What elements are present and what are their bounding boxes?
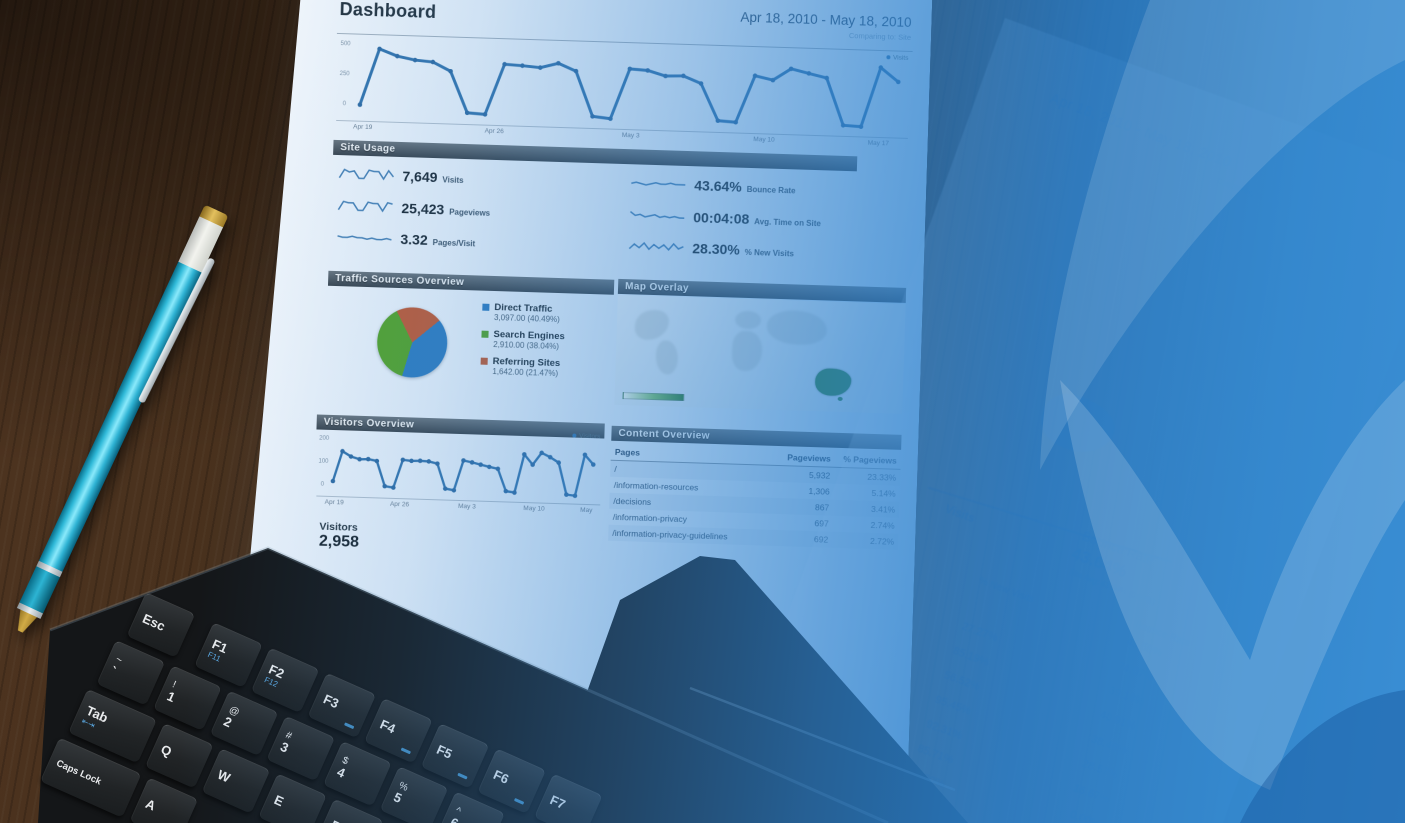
- key-3: #3: [266, 715, 336, 782]
- key-label: 1: [165, 688, 178, 705]
- key-label: `: [108, 662, 119, 679]
- key-label: F4: [378, 716, 398, 736]
- key-label: F7: [547, 791, 568, 812]
- key-label: F6: [491, 766, 512, 787]
- key-q: Q: [144, 722, 214, 789]
- key-label: 6: [448, 814, 461, 823]
- key-label: W: [215, 766, 233, 786]
- key-label: F3: [321, 690, 342, 711]
- key-e: E: [258, 773, 328, 823]
- key-label: Caps Lock: [54, 757, 104, 788]
- key-label: R: [329, 817, 344, 823]
- key-label: 3: [278, 738, 292, 756]
- key-label: 5: [391, 788, 405, 806]
- key-2: @2: [209, 690, 279, 757]
- key-label: 2: [221, 713, 235, 730]
- key-label: Esc: [140, 610, 168, 634]
- key-label: Q: [158, 741, 175, 759]
- key-1: ! 1: [153, 665, 222, 731]
- key-label: A: [143, 795, 159, 814]
- key-4: $4: [322, 740, 392, 807]
- key-label: E: [272, 791, 287, 809]
- key-label: 4: [334, 763, 348, 781]
- key-w: W: [201, 748, 271, 814]
- key-label: F5: [434, 741, 455, 762]
